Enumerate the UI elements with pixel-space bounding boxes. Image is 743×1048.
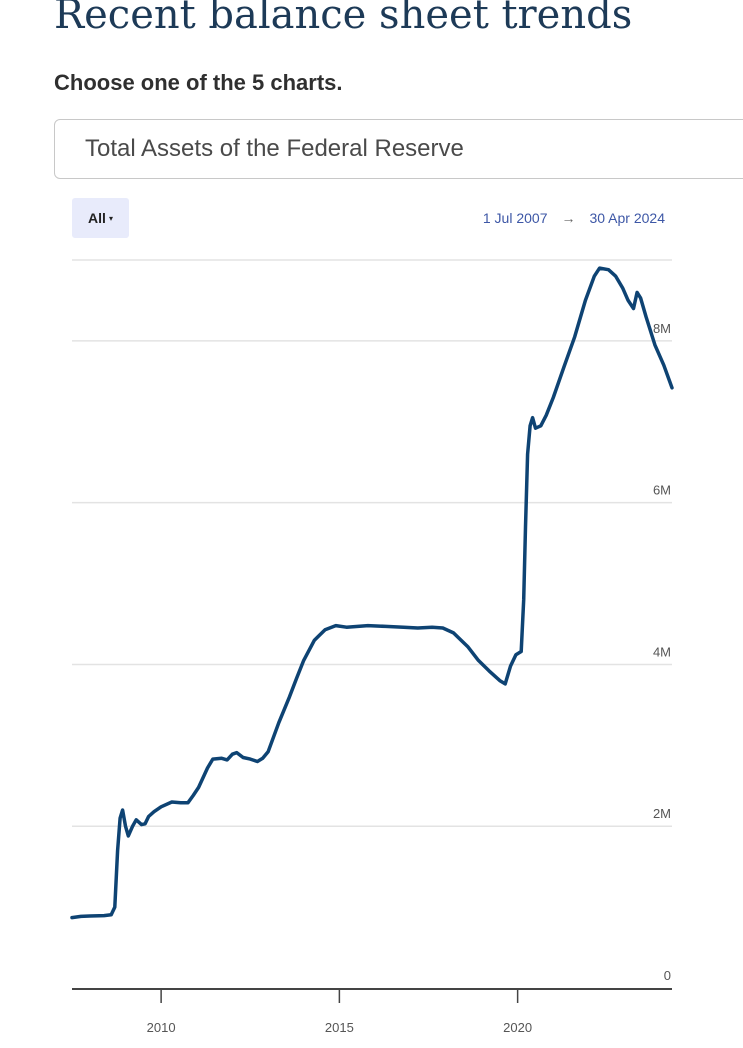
y-tick-labels: 0 2M 4M 6M 8M [653,321,671,983]
series-layer [70,266,674,920]
chart-prompt: Choose one of the 5 charts. [54,70,343,95]
date-range: 1 Jul 2007 → 30 Apr 2024 [483,210,665,226]
x-tick-label: 2020 [503,1020,532,1035]
end-date[interactable]: 30 Apr 2024 [589,210,665,226]
x-tick-label: 2015 [325,1020,354,1035]
range-select-button[interactable]: All ▾ [72,198,129,238]
chart-selector-dropdown[interactable]: Total Assets of the Federal Reserve [54,119,743,179]
start-date[interactable]: 1 Jul 2007 [482,210,548,226]
y-tick-label: 8M [653,321,671,336]
series-line-total-assets [70,266,674,920]
chart-selector-value: Total Assets of the Federal Reserve [85,135,464,162]
y-tick-label: 2M [653,806,671,821]
grid-lines [72,259,672,827]
range-select-label: All [88,210,106,226]
caret-down-icon: ▾ [108,213,113,223]
x-axis: 2010 2015 2020 [72,988,672,1035]
x-tick-label: 2010 [147,1020,176,1035]
arrow-right-icon: → [561,210,576,226]
page-title: Recent balance sheet trends [54,0,633,38]
y-tick-label: 6M [653,483,671,498]
y-tick-label: 0 [664,968,671,983]
y-tick-label: 4M [653,644,671,659]
